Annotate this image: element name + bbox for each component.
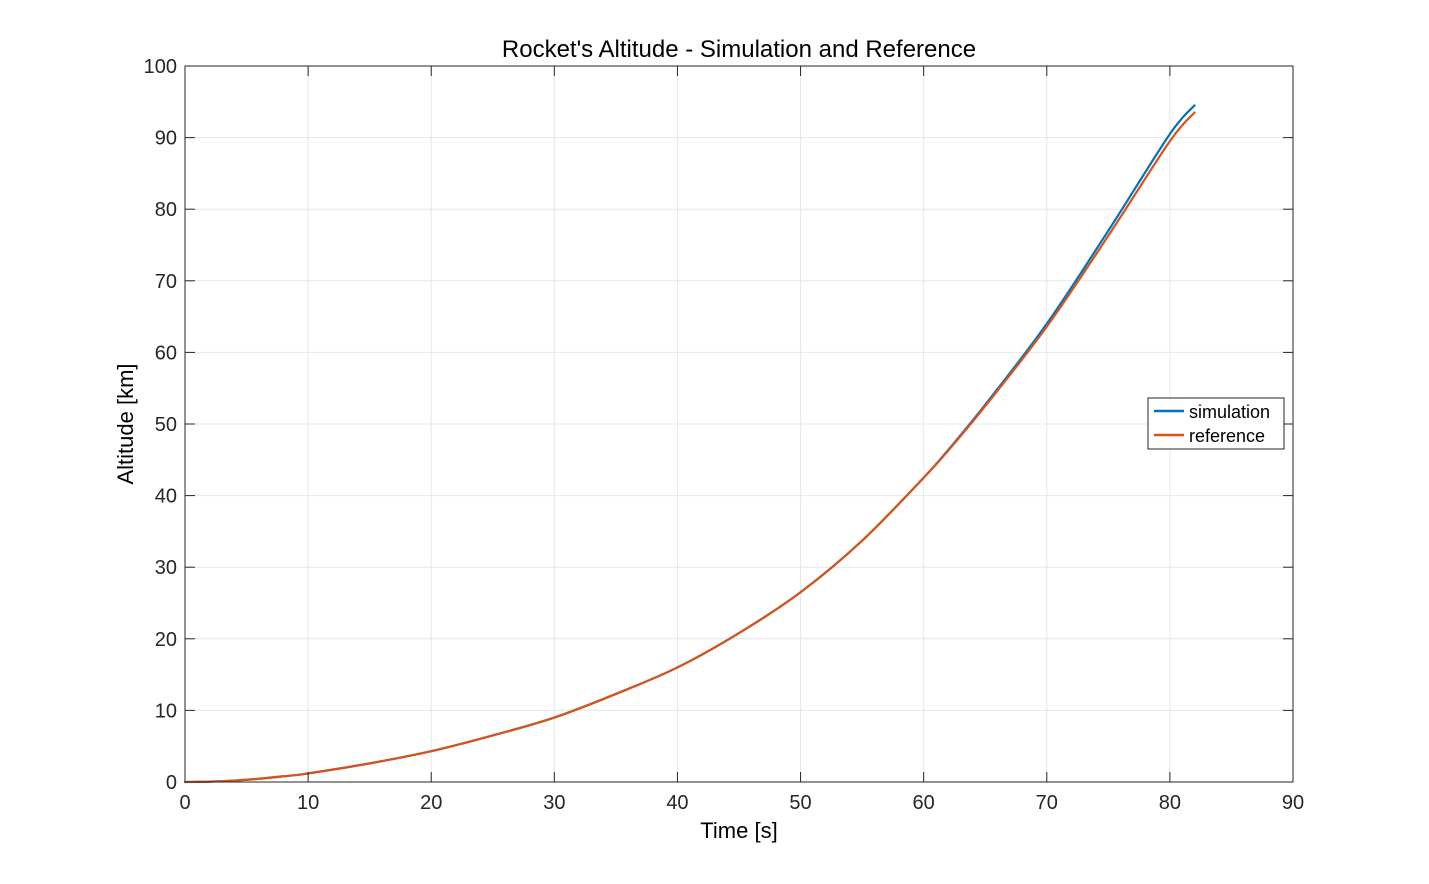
legend-box bbox=[1147, 397, 1285, 450]
x-axis-title: Time [s] bbox=[700, 818, 777, 843]
y-tick-label: 50 bbox=[155, 414, 177, 436]
y-tick-label: 10 bbox=[155, 700, 177, 722]
legend-label-simulation: simulation bbox=[1189, 402, 1270, 422]
x-tick-label: 60 bbox=[913, 792, 935, 814]
x-tick-label: 40 bbox=[666, 792, 688, 814]
x-tick-label: 90 bbox=[1282, 792, 1304, 814]
y-tick-label: 0 bbox=[166, 772, 177, 794]
x-tick-label: 30 bbox=[543, 792, 565, 814]
y-tick-label: 70 bbox=[155, 271, 177, 293]
y-tick-label: 100 bbox=[144, 56, 177, 78]
series-lines bbox=[183, 104, 1196, 784]
x-tick-label: 20 bbox=[420, 792, 442, 814]
series-line-reference bbox=[183, 111, 1196, 784]
y-tick-label: 90 bbox=[155, 128, 177, 150]
y-axis-title: Altitude [km] bbox=[113, 363, 138, 484]
legend: simulation reference bbox=[1147, 397, 1285, 450]
x-tick-label: 0 bbox=[179, 792, 190, 814]
legend-label-reference: reference bbox=[1189, 426, 1265, 446]
series-line-simulation bbox=[183, 104, 1196, 784]
x-tick-label: 80 bbox=[1159, 792, 1181, 814]
y-tick-label: 60 bbox=[155, 342, 177, 364]
x-tick-label: 10 bbox=[297, 792, 319, 814]
grid-lines bbox=[184, 65, 1294, 783]
y-tick-label: 80 bbox=[155, 199, 177, 221]
x-tick-label: 50 bbox=[789, 792, 811, 814]
axis-ticks: 0 10 20 30 40 50 60 70 80 90 0 10 20 30 40 50 60 70 80 90 10… bbox=[144, 56, 1305, 814]
y-tick-label: 20 bbox=[155, 629, 177, 651]
chart-title: Rocket's Altitude - Simulation and Refer… bbox=[502, 36, 976, 63]
y-tick-label: 40 bbox=[155, 486, 177, 508]
y-tick-label: 30 bbox=[155, 557, 177, 579]
x-tick-label: 70 bbox=[1036, 792, 1058, 814]
